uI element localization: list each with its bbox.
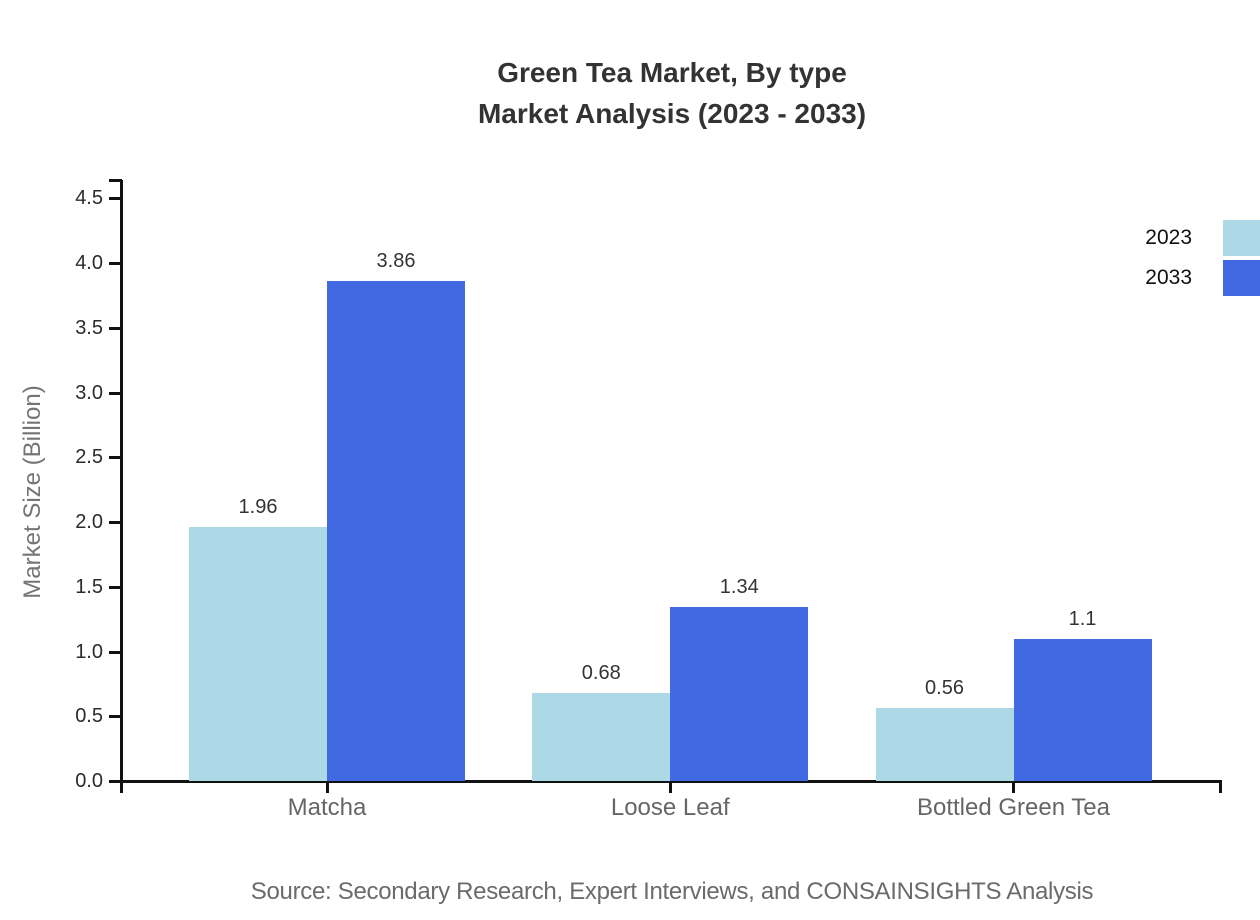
y-tick (109, 197, 122, 201)
bar-2023-matcha (189, 527, 327, 781)
legend: 2023 2033 (1145, 220, 1260, 300)
y-tick (109, 262, 122, 265)
value-label-2023-1: 0.68 (581, 661, 621, 684)
y-tick-label: 0.5 (75, 705, 103, 728)
value-label-2023-0: 1.96 (238, 496, 278, 519)
y-tick-label: 0.0 (75, 770, 103, 792)
y-tick-label: 3.0 (75, 381, 103, 404)
x-tick (325, 781, 329, 793)
y-tick (109, 326, 122, 330)
bar-2033-loose-leaf (670, 607, 809, 781)
y-tick-label: 4.0 (75, 252, 103, 274)
bar-2023-loose-leaf (532, 692, 671, 781)
legend-swatch-2033 (1223, 260, 1260, 296)
y-tick (109, 391, 122, 395)
chart-title: Green Tea Market, By type Market Analysi… (122, 52, 1222, 134)
x-tick (1012, 781, 1015, 793)
bar-2033-bottled-green-tea (1013, 638, 1152, 781)
y-tick-label: 2.5 (75, 446, 103, 469)
x-tick (668, 781, 672, 793)
legend-swatch-2023 (1223, 220, 1260, 256)
y-tick (109, 521, 122, 524)
legend-label-2033: 2033 (1145, 266, 1192, 289)
y-tick-label: 1.5 (75, 575, 103, 598)
y-tick-label: 1.0 (75, 640, 103, 663)
y-tick (109, 715, 122, 719)
legend-label-2023: 2023 (1145, 226, 1192, 249)
value-label-2033-2: 1.1 (1068, 607, 1097, 630)
value-label-2023-2: 0.56 (925, 677, 964, 700)
value-label-2033-0: 3.86 (376, 250, 416, 273)
y-axis-spine (120, 180, 123, 793)
x-axis-spine (110, 780, 1222, 783)
legend-item-2023: 2023 (1145, 220, 1260, 256)
y-tick-label: 4.5 (75, 187, 103, 210)
chart-title-line2: Market Analysis (2023 - 2033) (477, 98, 867, 129)
bar-2033-matcha (327, 281, 465, 781)
y-tick (109, 780, 122, 783)
y-tick (109, 456, 122, 460)
category-label-loose-leaf: Loose Leaf (610, 794, 730, 821)
x-axis-end-tick (1219, 781, 1222, 793)
source-note: Source: Secondary Research, Expert Inter… (250, 878, 1094, 905)
legend-item-2033: 2033 (1145, 260, 1260, 296)
y-tick (109, 585, 122, 589)
chart-title-line1: Green Tea Market, By type (497, 57, 847, 88)
y-tick-label: 3.5 (75, 316, 103, 339)
bar-2023-bottled-green-tea (875, 708, 1014, 781)
value-label-2033-1: 1.34 (719, 576, 759, 599)
category-label-matcha: Matcha (287, 794, 367, 821)
y-tick (109, 650, 122, 654)
y-axis-end-cap (109, 179, 122, 182)
category-label-bottled-green-tea: Bottled Green Tea (916, 794, 1111, 821)
y-tick-label: 2.0 (75, 511, 103, 533)
